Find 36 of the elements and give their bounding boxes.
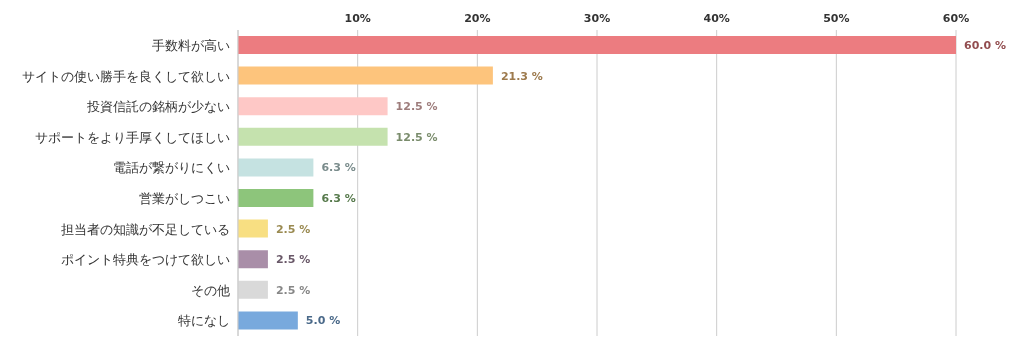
y-tick-label: サポートをより手厚くしてほしい bbox=[35, 129, 230, 145]
bar bbox=[238, 280, 268, 299]
data-label: 6.3 % bbox=[321, 161, 356, 175]
x-tick-label: 50% bbox=[823, 12, 850, 25]
x-tick-label: 20% bbox=[464, 12, 491, 25]
y-tick-label: 手数料が高い bbox=[152, 37, 230, 53]
data-label: 5.0 % bbox=[305, 314, 341, 328]
y-tick-label: 特になし bbox=[178, 313, 230, 329]
x-tick-label: 30% bbox=[583, 12, 611, 25]
data-label: 12.5 % bbox=[395, 130, 438, 144]
x-tick-label: 10% bbox=[344, 12, 371, 25]
bar bbox=[238, 97, 388, 116]
bar bbox=[238, 311, 298, 330]
data-label: 6.3 % bbox=[321, 192, 356, 205]
y-tick-label: その他 bbox=[191, 282, 230, 298]
bar bbox=[238, 158, 314, 177]
y-tick-label: 営業がしつこい bbox=[139, 190, 230, 206]
bar bbox=[238, 66, 493, 85]
bar bbox=[238, 219, 268, 238]
bar bbox=[238, 250, 268, 269]
data-label: 60.0 % bbox=[964, 39, 1006, 52]
data-label: 2.5 % bbox=[275, 283, 311, 297]
y-tick-label: 電話が繋がりにくい bbox=[113, 160, 230, 176]
data-label: 2.5 % bbox=[275, 222, 311, 236]
bar bbox=[238, 36, 956, 54]
data-label: 12.5 % bbox=[395, 100, 438, 114]
bar bbox=[238, 189, 314, 207]
y-tick-label: 投資信託の銘柄が少ない bbox=[86, 99, 230, 115]
data-label: 21.3 % bbox=[500, 69, 543, 83]
y-tick-label: ポイント特典をつけて欲しい bbox=[61, 252, 230, 268]
x-tick-label: 60% bbox=[942, 12, 970, 25]
data-label: 2.5 % bbox=[275, 253, 311, 267]
bar bbox=[238, 127, 388, 146]
y-tick-label: 担当者の知識が不足している bbox=[61, 221, 230, 237]
y-tick-label: サイトの使い勝手を良くして欲しい bbox=[22, 68, 230, 84]
x-tick-label: 40% bbox=[703, 12, 730, 25]
